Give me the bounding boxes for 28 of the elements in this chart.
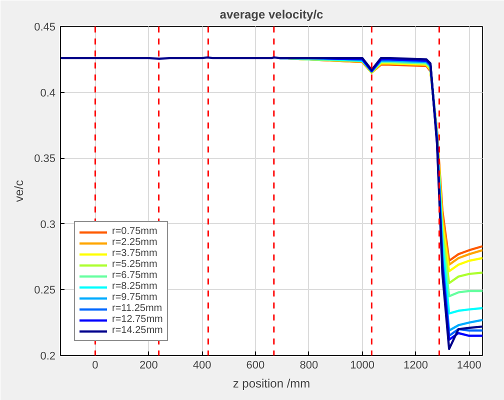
legend-label: r=12.75mm	[112, 314, 163, 325]
line-series	[60, 56, 482, 350]
x-tick-label: 1400	[456, 360, 482, 372]
legend-label: r=2.25mm	[112, 237, 158, 248]
y-axis-title: ve/c	[12, 180, 26, 202]
y-tick-label: 0.3	[40, 218, 56, 231]
y-tick-label: 0.45	[34, 22, 56, 34]
x-tick-label: 400	[192, 360, 212, 372]
x-tick-label: 600	[246, 360, 265, 372]
y-tick-label: 0.4	[40, 87, 56, 100]
x-tick-label: 1200	[403, 360, 428, 372]
legend-label: r=14.25mm	[112, 325, 163, 336]
chart-title: average velocity/c	[220, 8, 324, 22]
legend-label: r=6.75mm	[112, 270, 158, 281]
x-tick-label: 0	[92, 360, 98, 372]
legend-label: r=0.75mm	[112, 226, 158, 237]
y-tick-label: 0.25	[34, 284, 56, 297]
legend-label: r=9.75mm	[112, 292, 158, 303]
y-tick-label: 0.35	[34, 153, 56, 166]
y-tick-label: 0.2	[40, 350, 56, 362]
legend-label: r=8.25mm	[112, 281, 158, 292]
legend-label: r=5.25mm	[112, 259, 158, 270]
legend-label: r=11.25mm	[112, 303, 162, 314]
x-tick-label: 1000	[350, 360, 375, 372]
x-tick-label: 800	[300, 360, 318, 372]
legend-label: r=3.75mm	[112, 248, 158, 259]
x-axis-title: z position /mm	[232, 376, 310, 390]
x-tick-label: 200	[139, 360, 158, 372]
